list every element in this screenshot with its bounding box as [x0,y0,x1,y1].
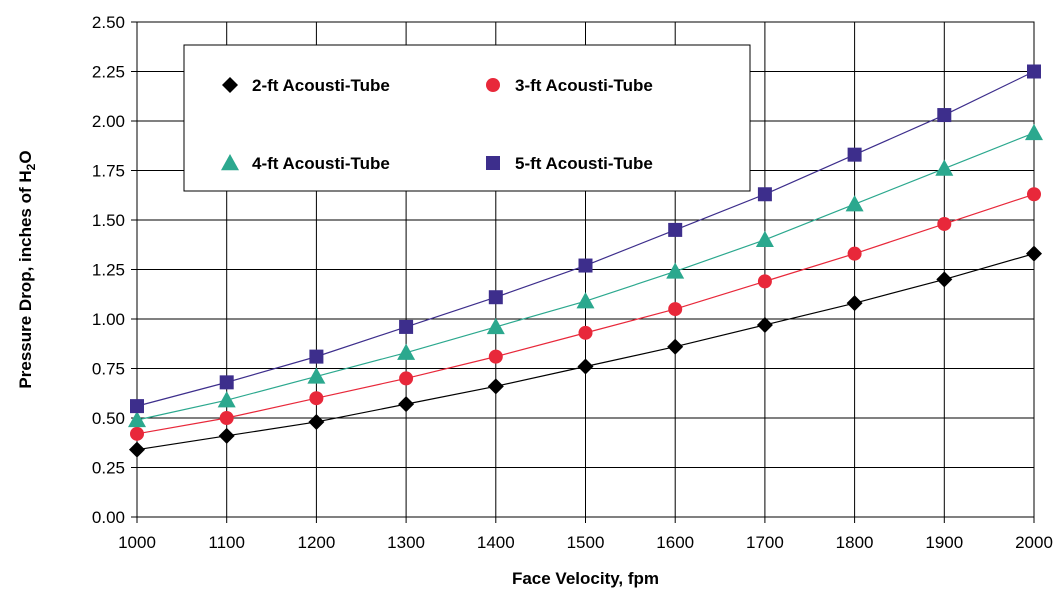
x-tick-label: 1200 [297,533,335,552]
data-point [667,338,684,355]
series-3 [128,123,1043,428]
y-tick-label: 0.00 [92,508,125,527]
legend-label: 2-ft Acousti-Tube [252,76,390,95]
data-point [486,317,505,335]
y-tick-label: 1.50 [92,211,125,230]
data-point [757,187,772,202]
x-tick-label: 1900 [925,533,963,552]
y-axis-title-subscript: 2 [24,163,38,170]
data-point [308,413,325,430]
data-point [756,316,773,333]
x-tick-label: 1400 [477,533,515,552]
legend-marker [221,154,239,171]
series-4 [130,64,1041,414]
data-point [666,262,685,279]
legend-entry-3: 4-ft Acousti-Tube [221,154,390,173]
data-point [1025,123,1043,141]
data-point [487,378,504,395]
data-point [937,108,952,123]
data-point [1026,245,1042,262]
data-point [219,411,234,425]
y-axis-title: Pressure Drop, inches of H2O [16,150,38,388]
legend-marker [486,156,500,170]
data-point [219,375,234,390]
data-point [399,371,414,386]
y-axis-title-main: Pressure Drop, inches of H [16,170,35,388]
data-point [755,230,774,247]
data-point [668,302,683,317]
data-point [1027,64,1041,79]
legend-entry-1: 2-ft Acousti-Tube [222,76,390,95]
y-tick-label: 2.00 [92,112,125,131]
legend-label: 4-ft Acousti-Tube [252,154,390,173]
y-tick-label: 1.75 [92,162,125,181]
data-point [309,391,324,406]
series-1 [129,245,1042,458]
data-point [130,399,144,414]
legend: 2-ft Acousti-Tube 3-ft Acousti-Tube 4-ft A… [183,44,751,192]
data-point [1027,187,1041,202]
data-point [847,147,862,162]
legend-box [183,44,751,192]
series-2 [130,187,1041,441]
data-point [937,216,952,231]
data-point [130,426,144,441]
legend-marker [222,77,238,93]
series-layer [128,64,1043,458]
data-point [129,441,145,458]
x-tick-label: 1300 [387,533,425,552]
x-tick-label: 2000 [1015,533,1053,552]
data-point [217,391,236,408]
data-point [757,274,772,289]
data-point [846,295,863,312]
legend-label: 3-ft Acousti-Tube [515,76,653,95]
x-tick-label: 1100 [208,533,245,552]
legend-entry-2: 3-ft Acousti-Tube [486,76,653,95]
data-point [128,410,146,428]
data-point [578,325,593,340]
x-tick-label: 1600 [656,533,694,552]
legend-label: 5-ft Acousti-Tube [515,154,653,173]
y-tick-label: 0.50 [92,409,125,428]
data-point [578,258,593,273]
data-point [576,292,595,309]
data-point [488,349,503,364]
data-point [307,367,326,384]
y-tick-label: 0.75 [92,360,125,379]
y-tick-label: 1.00 [92,310,125,329]
x-tick-label: 1800 [836,533,874,552]
data-point [309,349,324,364]
data-point [847,246,862,261]
legend-marker [486,78,500,92]
data-point [936,271,953,288]
data-point [399,319,414,334]
data-point [398,396,415,413]
data-point [218,427,235,444]
x-tick-label: 1000 [118,533,156,552]
plot-area-border [136,21,1035,518]
data-point [668,222,683,237]
data-point [935,159,954,176]
x-axis-title: Face Velocity, fpm [512,569,659,588]
axis-layer: 0.00 0.25 0.50 0.75 1.00 1.25 1.50 1.75 2.00 2.25… [92,13,1053,552]
y-axis-title-suffix: O [16,150,35,163]
y-tick-label: 2.50 [92,13,125,32]
y-tick-label: 0.25 [92,459,125,478]
x-tick-label: 1500 [567,533,605,552]
data-point [488,290,503,305]
data-point [397,343,416,360]
x-tick-label: 1700 [746,533,784,552]
y-tick-label: 1.25 [92,261,125,280]
legend-entry-4: 5-ft Acousti-Tube [486,154,653,173]
y-tick-label: 2.25 [92,63,125,82]
data-point [577,358,594,375]
data-point [845,195,864,212]
